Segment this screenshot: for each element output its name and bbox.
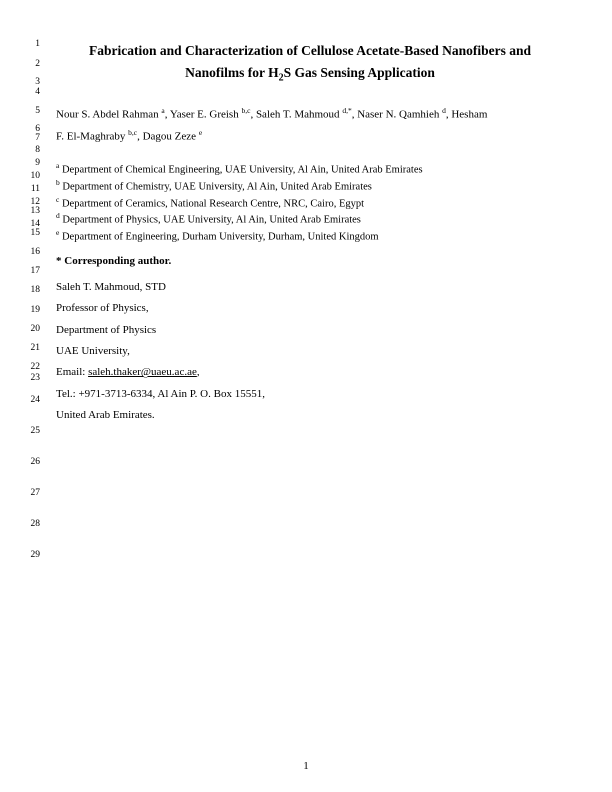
author-5-first: Hesham	[451, 109, 487, 121]
author-1: Nour S. Abdel Rahman	[56, 109, 161, 121]
author-6-affil: e	[199, 128, 202, 137]
title-line1: Fabrication and Characterization of Cell…	[89, 43, 531, 58]
affiliation-c: c Department of Ceramics, National Resea…	[56, 195, 564, 212]
line-number: 24	[31, 396, 41, 406]
line-number: 7	[35, 134, 40, 144]
affiliation-a: a Department of Chemical Engineering, UA…	[56, 161, 564, 178]
corresponding-role: Professor of Physics,	[56, 298, 564, 319]
author-3: Saleh T. Mahmoud	[256, 109, 342, 121]
paper-title: Fabrication and Characterization of Cell…	[56, 40, 564, 86]
title-line2-pre: Nanofilms for H	[185, 65, 279, 80]
line-number: 11	[31, 185, 40, 195]
line-number: 20	[31, 325, 41, 335]
corresponding-tel: Tel.: +971-3713-6334, Al Ain P. O. Box 1…	[56, 384, 564, 405]
page-number: 1	[0, 760, 612, 772]
affiliations-block: a Department of Chemical Engineering, UA…	[56, 161, 564, 244]
affiliation-e: e Department of Engineering, Durham Univ…	[56, 228, 564, 245]
corresponding-dept: Department of Physics	[56, 320, 564, 341]
corresponding-heading: * Corresponding author.	[56, 255, 564, 267]
line-number: 13	[31, 207, 41, 217]
line-number: 22	[31, 363, 41, 373]
corresponding-name: Saleh T. Mahmoud, STD	[56, 277, 564, 298]
affiliation-d: d Department of Physics, UAE University,…	[56, 211, 564, 228]
author-5-affil: b,c	[128, 128, 137, 137]
line-number: 10	[31, 172, 41, 182]
affiliation-b: b Department of Chemistry, UAE Universit…	[56, 178, 564, 195]
line-number: 27	[31, 489, 41, 499]
line-number: 17	[31, 267, 41, 277]
corresponding-country: United Arab Emirates.	[56, 405, 564, 426]
authors-block: Nour S. Abdel Rahman a, Yaser E. Greish …	[56, 104, 564, 147]
line-number: 29	[31, 551, 41, 561]
author-2: Yaser E. Greish	[170, 109, 242, 121]
line-number: 8	[35, 146, 40, 156]
line-number: 19	[31, 306, 41, 316]
line-number: 18	[31, 286, 41, 296]
email-link[interactable]: saleh.thaker@uaeu.ac.ae	[88, 366, 197, 378]
line-number: 1	[35, 40, 40, 50]
line-number: 21	[31, 344, 41, 354]
corresponding-univ: UAE University,	[56, 341, 564, 362]
line-number: 9	[35, 159, 40, 169]
corresponding-email: Email: saleh.thaker@uaeu.ac.ae,	[56, 362, 564, 383]
line-number: 28	[31, 520, 41, 530]
line-number: 26	[31, 458, 41, 468]
line-number: 5	[35, 107, 40, 117]
author-5-rest: F. El-Maghraby	[56, 130, 128, 142]
line-number: 4	[35, 88, 40, 98]
line-number: 23	[31, 374, 41, 384]
author-3-affil: d,*	[342, 106, 351, 115]
author-4: Naser N. Qamhieh	[357, 109, 442, 121]
line-number: 2	[35, 60, 40, 70]
line-number: 15	[31, 229, 41, 239]
line-number: 16	[31, 248, 41, 258]
author-6: Dagou Zeze	[143, 130, 199, 142]
title-line2-post: S Gas Sensing Application	[284, 65, 435, 80]
line-number: 25	[31, 427, 41, 437]
page-content: Fabrication and Characterization of Cell…	[56, 40, 564, 427]
